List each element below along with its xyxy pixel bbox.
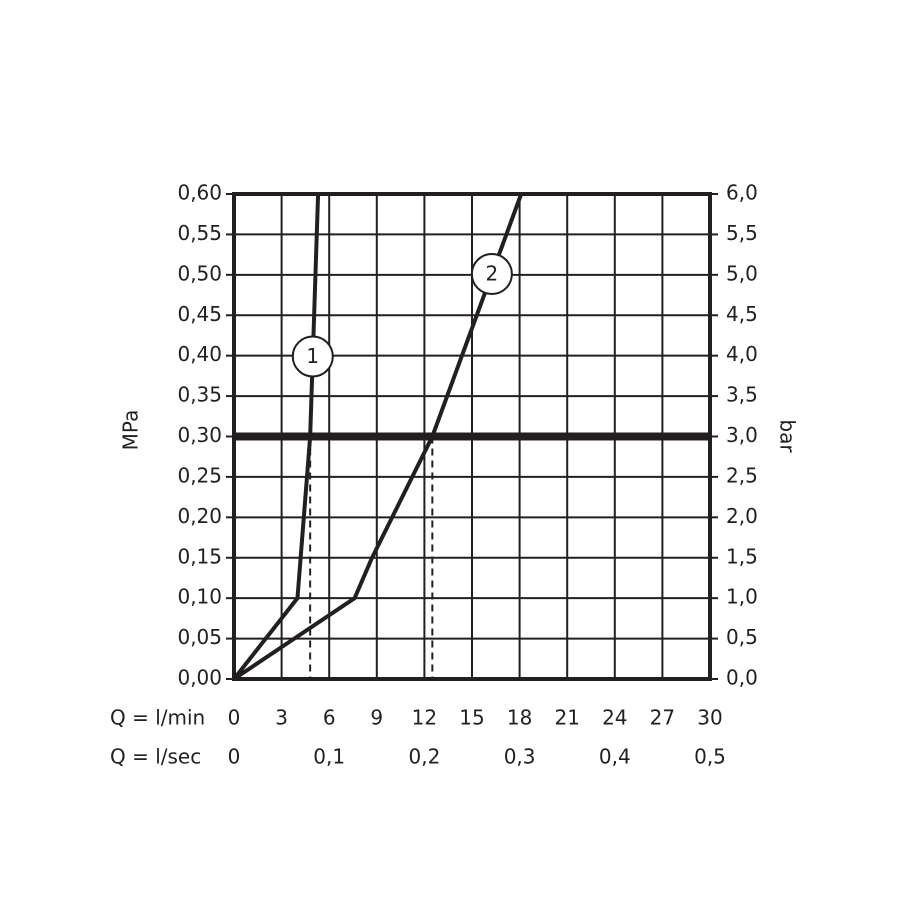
y2-tick-label: 5,0 [726,261,758,285]
series-label-circle [470,253,513,296]
y2-tick-label: 1,0 [726,585,758,609]
x-tick-label: 24 [602,706,627,730]
y2-tick-label: 4,0 [726,342,758,366]
y-axis-label: MPa [119,410,143,451]
x-tick-label: 9 [370,706,383,730]
series-line [232,193,524,681]
series-line [232,193,321,681]
y2-axis-label: bar [776,419,800,453]
x-tick-label: 18 [507,706,532,730]
y-tick-label: 0,50 [177,261,222,285]
x2-tick-label: 0,3 [504,745,536,769]
x-tick-label: 27 [650,706,675,730]
x-tick-label: 3 [275,706,288,730]
y2-tick-label: 6,0 [726,181,758,205]
y-tick-label: 0,20 [177,504,222,528]
y-tick-label: 0,55 [177,221,222,245]
y-tick-label: 0,00 [177,666,222,690]
y2-tick-label: 3,0 [726,423,758,447]
x-tick-label: 6 [323,706,336,730]
x-tick-label: 30 [697,706,722,730]
y2-tick-label: 1,5 [726,544,758,568]
y-tick-label: 0,45 [177,302,222,326]
x2-tick-label: 0 [228,745,241,769]
x-tick-label: 15 [459,706,484,730]
x-tick-label: 0 [228,706,241,730]
x-tick-label: 12 [412,706,437,730]
series-label-circle [291,335,334,378]
y-tick-label: 0,30 [177,423,222,447]
series-label: 1 [306,344,319,368]
x2-tick-label: 0,1 [313,745,345,769]
y-tick-label: 0,40 [177,342,222,366]
y-tick-label: 0,60 [177,181,222,205]
y-tick-label: 0,05 [177,625,222,649]
y2-tick-label: 3,5 [726,383,758,407]
y2-tick-label: 4,5 [726,302,758,326]
x2-axis-label: Q = l/sec [110,745,201,769]
y2-tick-label: 5,5 [726,221,758,245]
y2-tick-label: 2,5 [726,463,758,487]
x2-tick-label: 0,5 [694,745,726,769]
x-axis-label: Q = l/min [110,706,205,730]
y-tick-label: 0,15 [177,544,222,568]
y2-tick-label: 0,0 [726,666,758,690]
x2-tick-label: 0,4 [599,745,631,769]
y-tick-label: 0,25 [177,463,222,487]
y2-tick-label: 0,5 [726,625,758,649]
x2-tick-label: 0,2 [408,745,440,769]
series-label: 2 [485,262,498,286]
y-tick-label: 0,10 [177,585,222,609]
y-tick-label: 0,35 [177,383,222,407]
y2-tick-label: 2,0 [726,504,758,528]
x-tick-label: 21 [554,706,579,730]
